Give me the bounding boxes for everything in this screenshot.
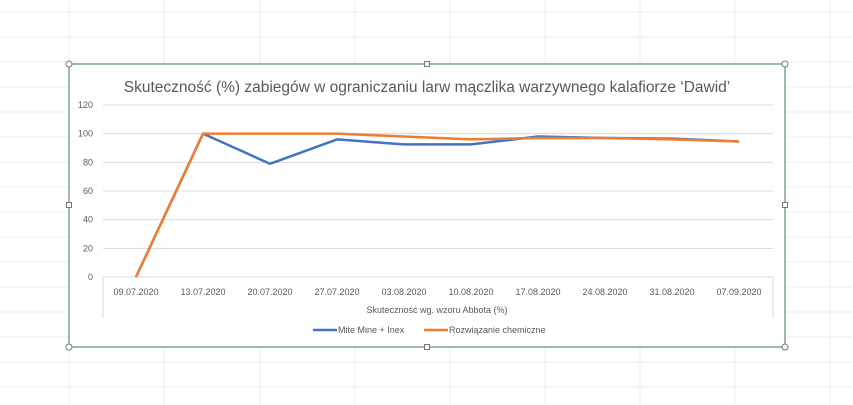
resize-handle[interactable] [65,60,73,68]
legend: Mite Mine + Inex Rozwiązanie chemiczne [313,325,546,335]
resize-handle[interactable] [782,202,788,208]
x-tick-label: 03.08.2020 [381,287,426,297]
y-tick-label: 100 [78,129,93,139]
y-tick-label: 20 [83,243,93,253]
x-tick-label: 07.09.2020 [716,287,761,297]
chart-title: Skuteczność (%) zabiegów w ograniczaniu … [124,79,730,96]
resize-handle[interactable] [65,343,73,351]
legend-label: Rozwiązanie chemiczne [449,325,546,335]
resize-handle[interactable] [781,343,789,351]
x-tick-label: 13.07.2020 [180,287,225,297]
x-tick-label: 10.08.2020 [448,287,493,297]
y-tick-label: 80 [83,157,93,167]
resize-handle[interactable] [424,344,430,350]
x-tick-label: 27.07.2020 [314,287,359,297]
legend-label: Mite Mine + Inex [338,325,405,335]
y-tick-label: 40 [83,215,93,225]
chart-area[interactable] [68,63,786,348]
resize-handle[interactable] [66,202,72,208]
resize-handle[interactable] [424,61,430,67]
x-tick-label: 20.07.2020 [247,287,292,297]
x-tick-label: 24.08.2020 [582,287,627,297]
series-line-rozwiazanie-chemiczne[interactable] [134,132,740,278]
x-axis-title: Skuteczność wg. wzoru Abbota (%) [366,305,507,315]
resize-handle[interactable] [781,60,789,68]
x-tick-label: 17.08.2020 [515,287,560,297]
y-tick-label: 120 [78,100,93,110]
x-tick-label: 09.07.2020 [113,287,158,297]
y-tick-label: 60 [83,186,93,196]
y-tick-label: 0 [88,272,93,282]
x-tick-label: 31.08.2020 [649,287,694,297]
